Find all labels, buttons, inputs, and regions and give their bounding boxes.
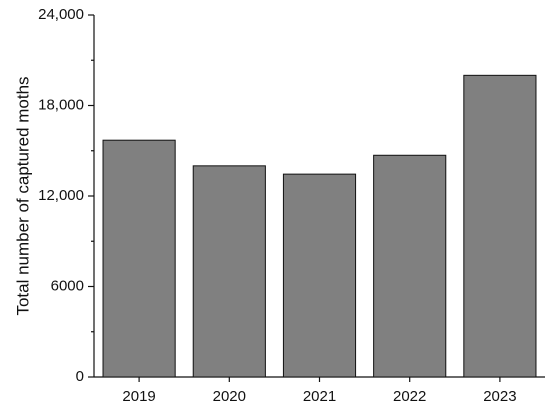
x-tick-label: 2023: [483, 388, 516, 405]
bar: [373, 154, 447, 378]
y-tick-label: 24,000: [38, 6, 84, 23]
x-tick-label: 2019: [122, 388, 155, 405]
y-tick-label: 6000: [51, 277, 84, 294]
y-tick-label: 0: [76, 368, 84, 385]
bar: [282, 173, 357, 378]
x-tick-label: 2020: [213, 388, 246, 405]
bar: [192, 165, 266, 378]
bar: [463, 74, 537, 378]
bar: [102, 139, 176, 378]
x-tick-label: 2021: [303, 388, 336, 405]
y-axis-title: Total number of captured moths: [13, 76, 32, 315]
y-tick-label: 12,000: [38, 187, 84, 204]
x-tick-label: 2022: [393, 388, 426, 405]
y-tick-label: 18,000: [38, 96, 84, 113]
